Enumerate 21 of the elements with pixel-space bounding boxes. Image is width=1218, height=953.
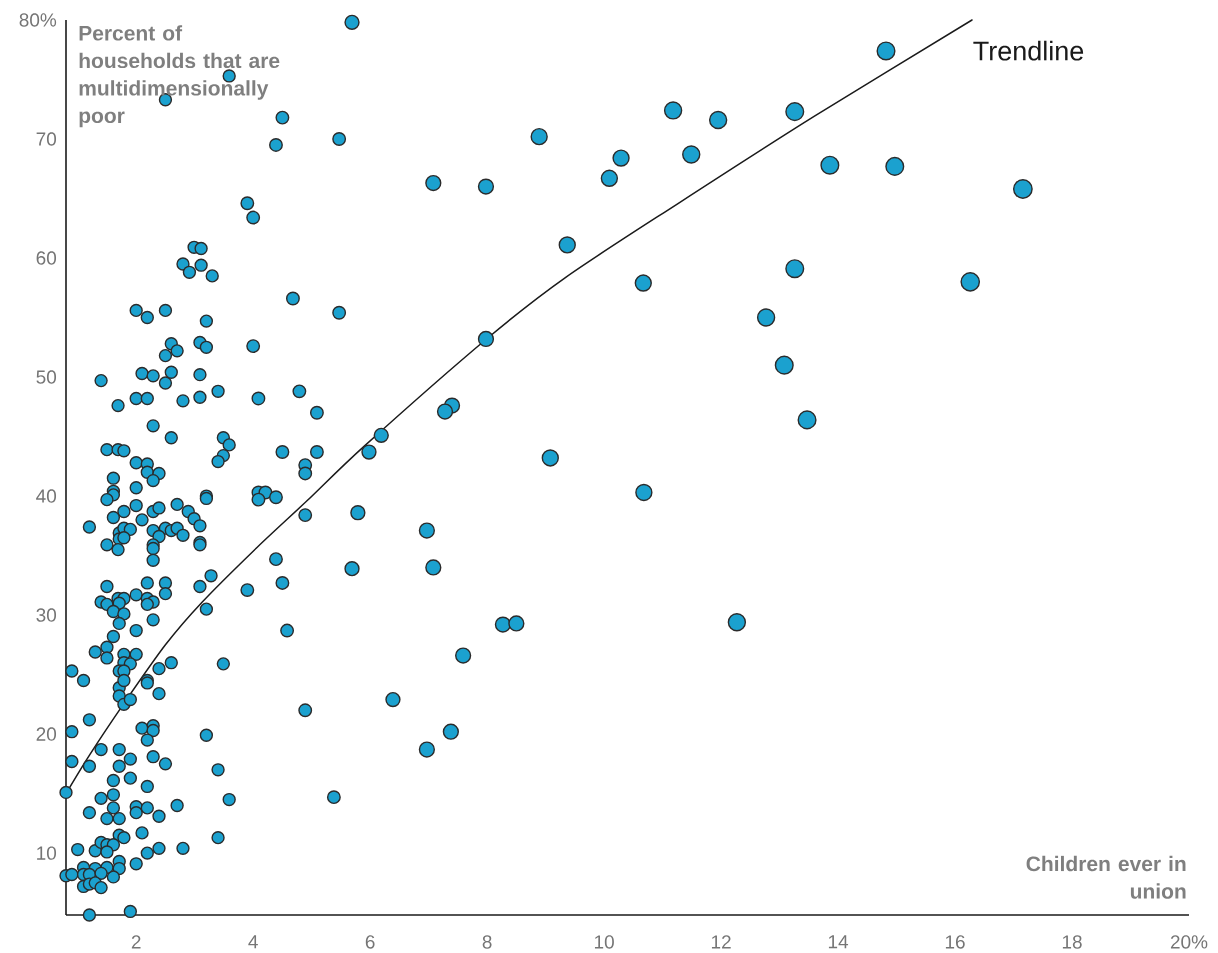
y-tick-label: 30 bbox=[36, 608, 57, 622]
series-label: Trendline bbox=[973, 40, 1084, 61]
x-tick-label: 12 bbox=[711, 935, 731, 949]
y-tick-label: 20 bbox=[36, 727, 57, 741]
x-tick-label: 4 bbox=[248, 935, 258, 949]
x-tick-label: 6 bbox=[365, 935, 375, 949]
y-tick-label: 60 bbox=[36, 251, 57, 265]
y-tick-label: 40 bbox=[36, 489, 57, 503]
x-tick-label: 10 bbox=[594, 935, 614, 949]
y-tick-label: 70 bbox=[36, 132, 57, 146]
y-axis-title: Percent of households that are multidimensionally poor bbox=[79, 25, 280, 128]
y-tick-label: 50 bbox=[36, 370, 57, 384]
x-tick-label: 14 bbox=[828, 935, 849, 949]
x-tick-label: 16 bbox=[945, 935, 965, 949]
y-tick-label: 80% bbox=[19, 13, 57, 27]
x-axis-title: Children ever in union bbox=[1026, 855, 1186, 899]
y-tick-label: 10 bbox=[37, 846, 57, 860]
x-tick-label: 20% bbox=[1170, 935, 1208, 949]
x-tick-label: 2 bbox=[131, 935, 141, 949]
x-tick-label: 18 bbox=[1062, 935, 1082, 949]
x-tick-label: 8 bbox=[482, 935, 492, 949]
